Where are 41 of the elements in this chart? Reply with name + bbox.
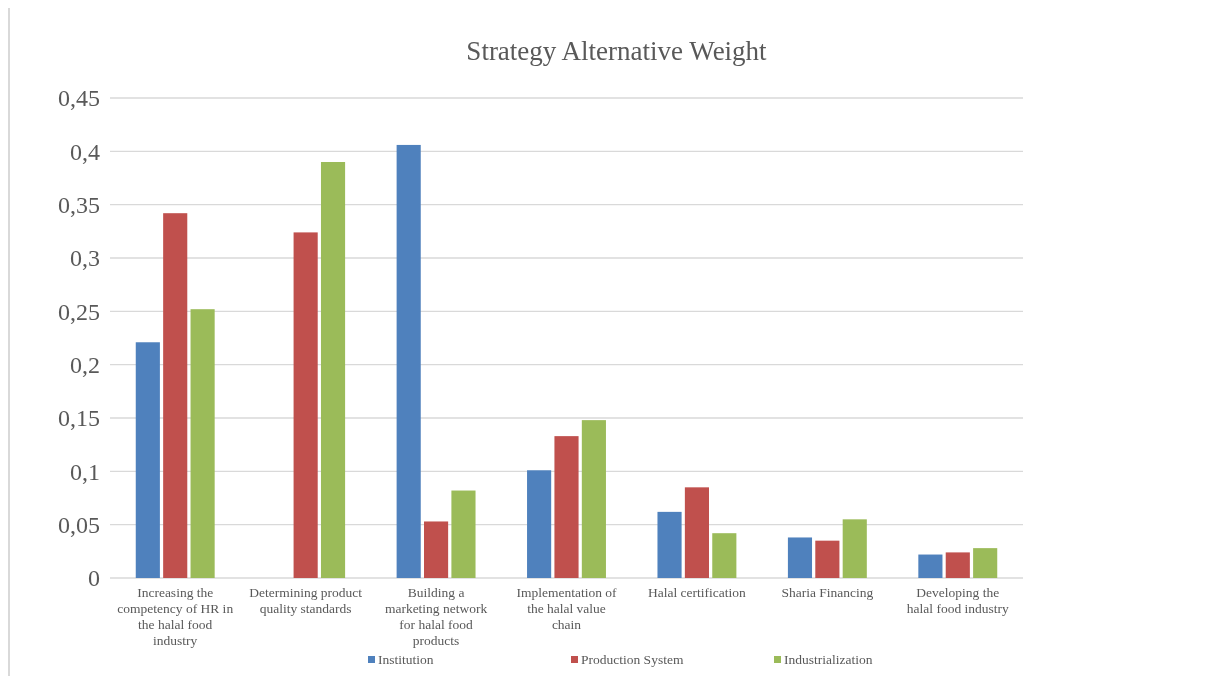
bar — [320, 162, 346, 578]
bar — [712, 533, 737, 578]
y-tick-label: 0 — [88, 565, 100, 592]
bar — [918, 554, 943, 578]
y-tick-label: 0,25 — [58, 298, 100, 325]
bar — [451, 490, 476, 578]
bar — [973, 548, 998, 578]
x-tick-label: Sharia Financing — [781, 585, 874, 600]
y-tick-label: 0,35 — [58, 192, 100, 219]
y-tick-label: 0,45 — [58, 85, 100, 112]
bar — [842, 519, 867, 578]
bar — [190, 309, 215, 578]
bar — [424, 521, 449, 578]
legend-label: Production System — [581, 652, 684, 667]
bar — [945, 552, 970, 578]
bar — [293, 232, 318, 578]
legend-label: Institution — [378, 652, 434, 667]
bar — [684, 487, 709, 578]
y-tick-label: 0,05 — [58, 512, 100, 539]
bar — [396, 144, 421, 578]
chart-title: Strategy Alternative Weight — [466, 36, 768, 66]
bar — [554, 436, 579, 578]
x-tick-label: Halal certification — [648, 585, 747, 600]
x-tick-label: Determining product quality standards — [249, 585, 363, 616]
bar — [815, 540, 840, 578]
y-tick-label: 0,1 — [70, 458, 100, 485]
x-tick-label: Developing the halal food industry — [906, 585, 1010, 616]
bar — [527, 470, 552, 578]
y-tick-label: 0,15 — [58, 405, 100, 432]
x-tick-label: Building a marketing network for halal food products — [384, 585, 488, 648]
y-tick-label: 0,3 — [70, 245, 100, 272]
bar — [787, 537, 813, 578]
bar — [657, 511, 682, 578]
bar — [135, 342, 160, 578]
bar — [581, 420, 606, 578]
x-tick-label: Increasing the competency of HR in the halal food industry — [117, 585, 234, 648]
x-tick-label: Implementation of the halal value chain — [516, 585, 618, 632]
y-tick-label: 0,4 — [70, 138, 100, 165]
bar — [163, 213, 188, 578]
y-tick-label: 0,2 — [70, 352, 100, 379]
legend-label: Industrialization — [784, 652, 873, 667]
